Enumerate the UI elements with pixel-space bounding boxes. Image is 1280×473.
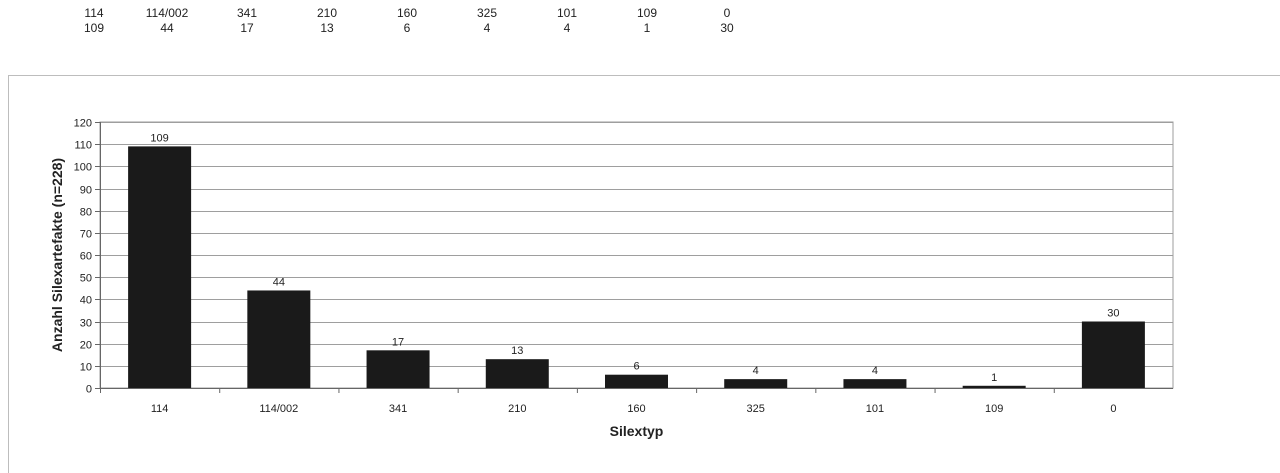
table-value-cell: 17: [240, 21, 254, 35]
table-header-cell: 210: [316, 6, 338, 20]
y-tick-label: 100: [74, 162, 92, 174]
data-label: 109: [150, 132, 168, 144]
bar: [724, 379, 788, 388]
table-header-cell: 0: [723, 6, 731, 20]
y-tick-label: 80: [80, 207, 92, 219]
y-tick-label: 110: [74, 140, 92, 152]
data-table: 114 114/002 341 210 160 325 101 109 0 109 44 17 13 6 4…: [60, 6, 760, 42]
data-label: 6: [633, 361, 639, 373]
table-header-cell: 160: [396, 6, 418, 20]
data-label: 1: [991, 372, 997, 384]
y-tick-label: 60: [80, 251, 92, 263]
data-label: 13: [511, 345, 523, 357]
x-tick-labels: 114 114/002 341 210 160 325 101 109 0: [151, 403, 1117, 415]
y-tick-label: 40: [80, 295, 92, 307]
data-label: 17: [392, 336, 404, 348]
x-axis-title: Silextyp: [610, 423, 664, 439]
x-tick-label: 341: [389, 403, 407, 415]
data-label: 30: [1107, 308, 1119, 320]
bar: [485, 359, 549, 388]
table-value-cell: 4: [563, 21, 571, 35]
table-header-cell: 114/002: [145, 6, 189, 20]
table-header-cell: 114: [84, 6, 104, 20]
bar: [366, 350, 430, 388]
y-tick-label: 70: [80, 229, 92, 241]
bar: [247, 290, 311, 388]
x-tick-label: 325: [747, 403, 765, 415]
y-tick-label: 90: [80, 185, 92, 197]
table-value-cell: 1: [643, 21, 651, 35]
x-tick-label: 114: [151, 403, 169, 415]
table-header-cell: 109: [636, 6, 658, 20]
data-label: 4: [872, 365, 878, 377]
table-value-cell: 109: [83, 21, 105, 35]
data-label: 44: [273, 276, 285, 288]
table-header-cell: 101: [556, 6, 578, 20]
x-tick-label: 109: [985, 403, 1003, 415]
y-tick-label: 50: [80, 273, 92, 285]
table-value-cell: 13: [320, 21, 334, 35]
x-tick-label: 114/002: [259, 403, 298, 415]
table-value-cell: 4: [483, 21, 491, 35]
table-header-cell: 325: [476, 6, 498, 20]
y-tick-labels: 0 10 20 30 40 50 60 70 80 90 100 110 120: [74, 118, 92, 396]
bar: [128, 146, 192, 388]
table-value-cell: 6: [403, 21, 411, 35]
x-tick-label: 210: [508, 403, 526, 415]
y-tick-label: 120: [74, 118, 92, 130]
x-tick-label: 0: [1110, 403, 1116, 415]
gridlines: [99, 121, 1174, 389]
x-tick-label: 160: [627, 403, 645, 415]
data-label: 4: [753, 365, 759, 377]
y-tick-label: 0: [86, 384, 92, 396]
table-value-cell: 44: [160, 21, 174, 35]
bar: [605, 374, 668, 388]
chart-frame: [8, 75, 1280, 473]
y-tick-label: 30: [80, 318, 92, 330]
x-tick-label: 101: [866, 403, 884, 415]
table-value-cell: 30: [720, 21, 734, 35]
y-tick-label: 10: [80, 362, 92, 374]
y-tick-label: 20: [80, 340, 92, 352]
table-header-cell: 341: [236, 6, 258, 20]
bar: [1081, 321, 1145, 388]
bar: [843, 379, 907, 388]
bars: [128, 146, 1145, 388]
bar: [962, 385, 1026, 388]
axes: [95, 122, 1173, 393]
y-axis-title: Anzahl Silexartefakte (n=228): [49, 158, 65, 352]
